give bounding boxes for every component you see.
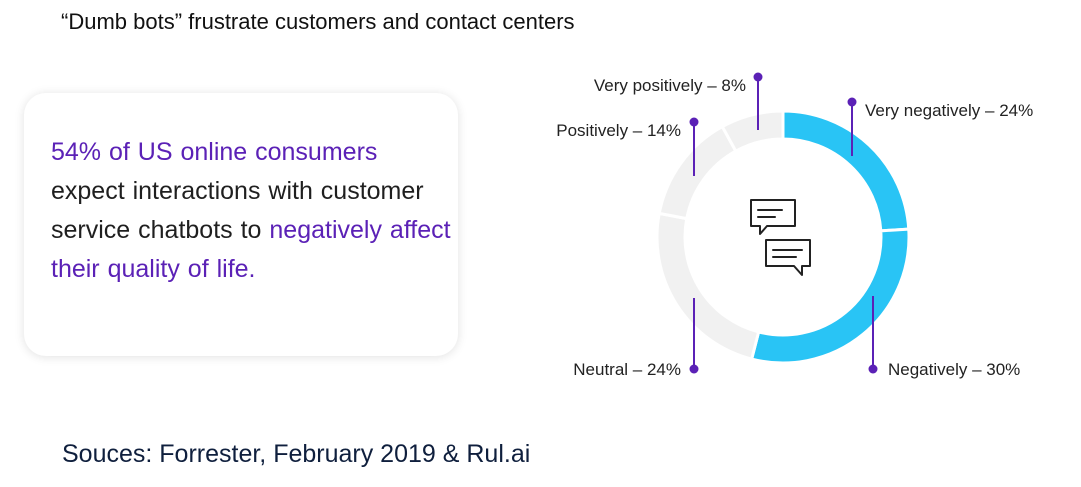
leader-dot-negatively (868, 364, 878, 374)
leader-dot-very-negatively (847, 97, 857, 107)
slice-very-negatively (781, 109, 911, 233)
donut-slices (655, 109, 911, 365)
slice-label-positively: Positively – 14% (556, 121, 681, 140)
chart-title: “Dumb bots” frustrate customers and cont… (61, 9, 575, 34)
leader-lines (689, 72, 878, 374)
slice-label-very-positively: Very positively – 8% (594, 76, 746, 95)
stat-card (24, 93, 458, 356)
stat-highlight-2: negatively affect their quality of life. (51, 216, 451, 283)
slice-label-very-negatively: Very negatively – 24% (865, 101, 1033, 120)
chat-bubbles-icon (750, 199, 811, 276)
leader-dot-very-positively (753, 72, 763, 82)
stat-body: expect interactions with customer servic… (51, 177, 424, 244)
stat-card-text: 54% of US online consumers expect intera… (51, 133, 451, 289)
slice-labels: Very negatively – 24% Negatively – 30% Neu… (556, 76, 1033, 379)
slice-neutral (655, 211, 761, 361)
slice-label-negatively: Negatively – 30% (888, 360, 1020, 379)
leader-dot-neutral (689, 364, 699, 374)
slice-very-positively (720, 109, 785, 154)
source-note: Souces: Forrester, February 2019 & Rul.a… (62, 440, 531, 468)
slice-label-neutral: Neutral – 24% (573, 360, 681, 379)
stat-highlight-1: 54% of US online consumers (51, 138, 378, 166)
slice-positively (657, 124, 738, 221)
leader-dot-positively (689, 117, 699, 127)
donut-chart: Very negatively – 24% Negatively – 30% Neu… (556, 72, 1033, 379)
